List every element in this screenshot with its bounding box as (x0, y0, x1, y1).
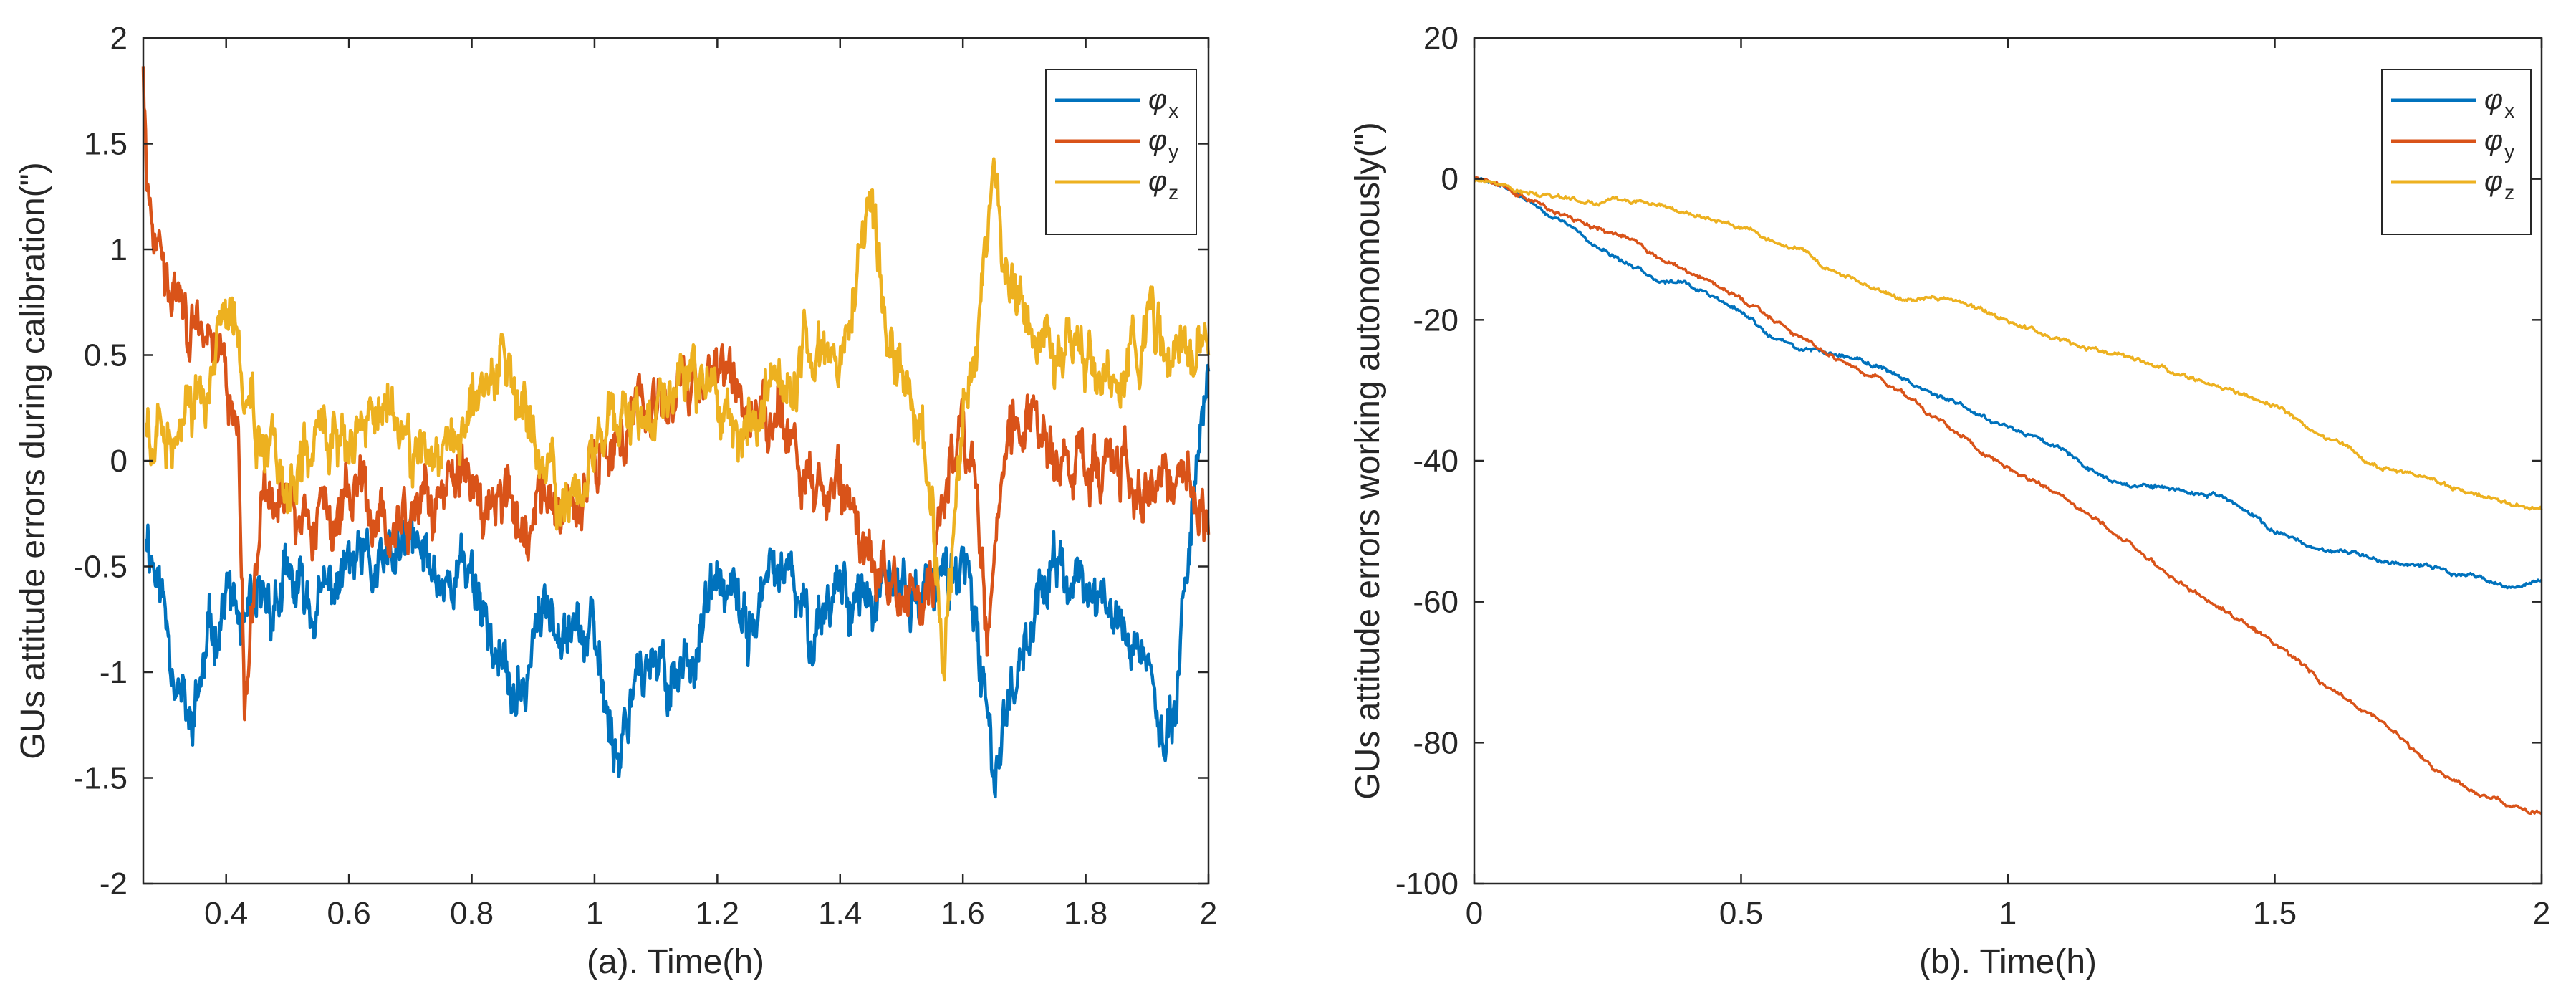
chart-b-xtick-label: 0 (1466, 896, 1483, 931)
chart-a-xtick-label: 0.8 (450, 896, 494, 931)
chart-b-xtick-label: 1 (1999, 896, 2017, 931)
chart-a-ytick-label: 0.5 (84, 338, 128, 373)
chart-b-ytick-label: 0 (1441, 162, 1458, 197)
chart-b-xtick-label: 2 (2533, 896, 2550, 931)
chart-a-ytick-label: -2 (100, 866, 128, 902)
chart-b-legend-label-x: φx (2484, 84, 2514, 122)
chart-a-ytick-label: 2 (110, 21, 128, 56)
chart-b-series-y (1473, 176, 2542, 816)
chart-a-legend-label-x: φx (1148, 84, 1178, 122)
chart-a-series-group (141, 66, 1211, 799)
chart-b-ytick-label: -60 (1413, 585, 1458, 620)
chart-a-xtick-label: 1.4 (818, 896, 862, 931)
chart-a-xtick-label: 1.8 (1064, 896, 1107, 931)
chart-a: 0.4 0.6 0.8 1 1.2 1.4 1.6 1.8 2 -2 -1.5 -1 -0.5 0 0.5 1… (14, 21, 1217, 981)
chart-b-ylabel: GUs attitude errors working autonomously… (1349, 122, 1387, 799)
chart-b-legend-box (2381, 69, 2532, 235)
chart-b-ytick-label: -100 (1395, 866, 1458, 902)
chart-b-ticks: 0 0.5 1 1.5 2 -100 -80 -60 -40 -20 0 20 (1395, 21, 2550, 931)
chart-a-legend-label-y: φy (1148, 125, 1178, 163)
chart-b-ytick-label: 20 (1423, 21, 1458, 56)
chart-a-series-x (145, 363, 1211, 799)
chart-b: 0 0.5 1 1.5 2 -100 -80 -60 -40 -20 0 20 (b). Time(h… (1349, 21, 2550, 981)
chart-a-ytick-label: 1 (110, 232, 128, 267)
chart-b-xlabel: (b). Time(h) (1919, 943, 2097, 981)
chart-a-legend-box (1045, 69, 1197, 235)
chart-a-legend-label-z: φz (1148, 166, 1178, 204)
chart-b-series-z (1474, 178, 2543, 511)
chart-a-xtick-label: 0.6 (327, 896, 371, 931)
chart-a-plot-area (143, 38, 1208, 884)
chart-b-series-group (1473, 176, 2543, 816)
chart-a-xtick-label: 1 (586, 896, 603, 931)
chart-a-series-z (145, 157, 1211, 682)
chart-a-ytick-label: 0 (110, 444, 128, 479)
chart-a-xtick-label: 1.6 (941, 896, 985, 931)
chart-a-xtick-label: 0.4 (204, 896, 248, 931)
chart-b-series-x (1474, 177, 2543, 590)
chart-a-ticks: 0.4 0.6 0.8 1 1.2 1.4 1.6 1.8 2 -2 -1.5 -1 -0.5 0 0.5 1… (73, 21, 1217, 931)
chart-a-ylabel: GUs attitude errors during calibration("… (14, 162, 52, 759)
chart-b-legend-label-z: φz (2484, 166, 2514, 204)
chart-a-ytick-label: -1 (100, 655, 128, 690)
chart-a-xtick-label: 1.2 (696, 896, 739, 931)
chart-b-ytick-label: -20 (1413, 302, 1458, 338)
chart-b-ytick-label: -40 (1413, 444, 1458, 479)
chart-b-xtick-label: 1.5 (2253, 896, 2297, 931)
chart-b-ytick-label: -80 (1413, 725, 1458, 760)
chart-a-ytick-label: -1.5 (73, 761, 128, 796)
chart-b-legend-label-y: φy (2484, 125, 2514, 163)
chart-b-xtick-label: 0.5 (1719, 896, 1763, 931)
chart-a-xlabel: (a). Time(h) (587, 943, 764, 981)
chart-a-ytick-label: -0.5 (73, 550, 128, 585)
chart-a-series-y (141, 66, 1211, 722)
chart-a-xtick-label: 2 (1200, 896, 1217, 931)
chart-a-ytick-label: 1.5 (84, 127, 128, 162)
